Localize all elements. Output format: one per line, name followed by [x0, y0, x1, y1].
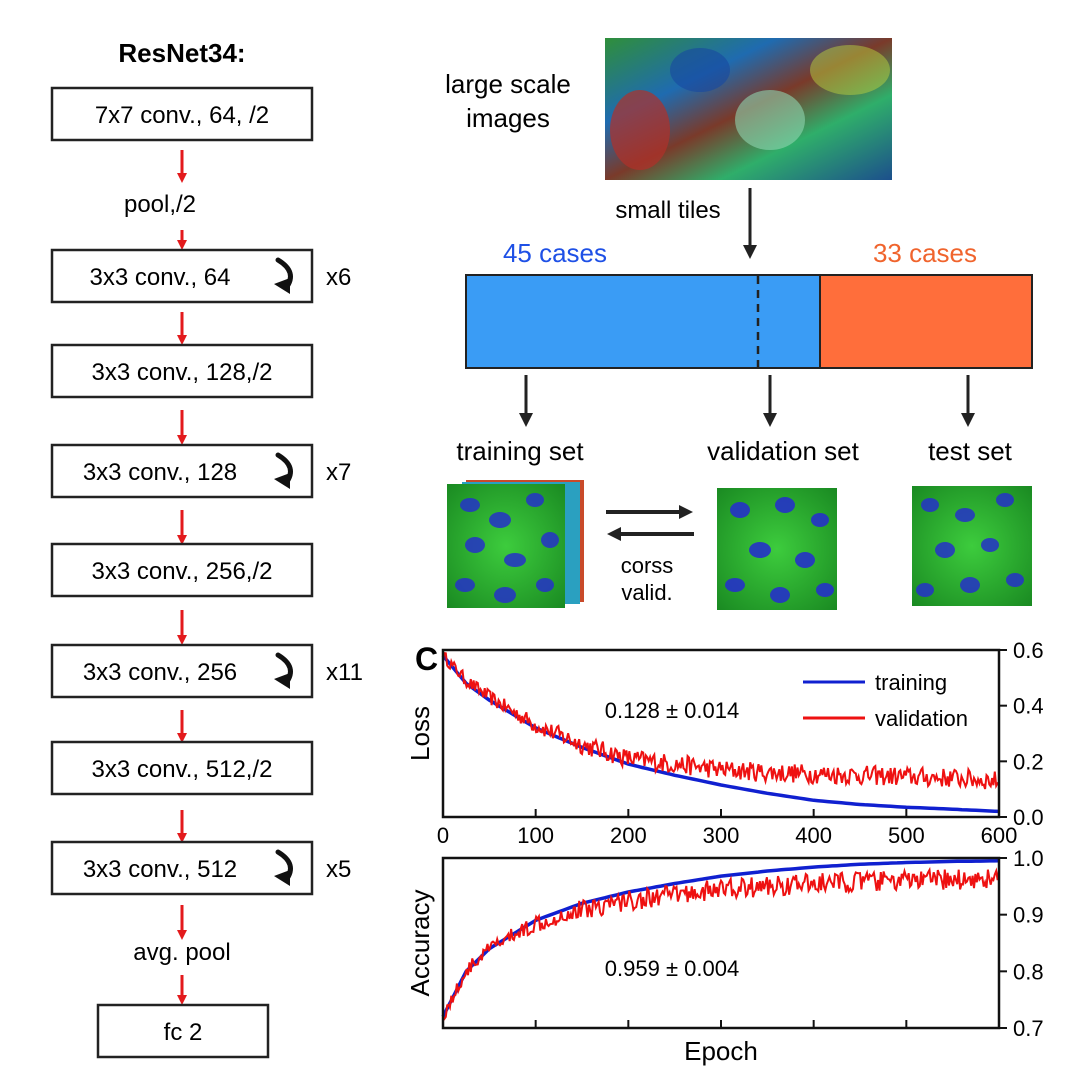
- resnet-repeat-5: x11: [326, 659, 363, 686]
- large-scale-image: [605, 38, 892, 180]
- resnet-block-5: [50, 643, 314, 699]
- resnet-repeat-1: x6: [326, 264, 351, 291]
- loop-arrowhead-icon-3: [274, 473, 290, 489]
- avg-pool-label: avg. pool: [133, 939, 230, 966]
- loop-arrowhead-icon-5: [274, 673, 290, 689]
- resnet-block-label-3: 3x3 conv., 128: [83, 459, 237, 486]
- small-tiles-label: small tiles: [615, 197, 720, 224]
- resnet-block-label-5: 3x3 conv., 256: [83, 659, 237, 686]
- resnet-block-label-8: fc 2: [164, 1019, 203, 1046]
- loss-chart: 0.0 0.2 0.4 0.6 0 100 200 300 400 500 600 Loss 0.128…: [405, 638, 1044, 848]
- x-tick-label: 100: [517, 823, 554, 848]
- legend-label-training: training: [875, 670, 947, 695]
- series-line-validation: [442, 866, 1000, 1021]
- y-tick-label: 0.2: [1013, 749, 1044, 774]
- y-tick-label: 0.6: [1013, 638, 1044, 663]
- pool-label: pool,/2: [124, 191, 196, 218]
- resnet-title: ResNet34:: [118, 38, 245, 68]
- large-images-label-line2: images: [466, 103, 550, 133]
- y-axis-label: Loss: [405, 706, 435, 761]
- training-set-label: training set: [456, 436, 584, 466]
- x-tick-label: 400: [795, 823, 832, 848]
- y-tick-label: 0.7: [1013, 1016, 1044, 1041]
- resnet-block-4: [50, 542, 314, 598]
- y-tick-label: 0.0: [1013, 805, 1044, 830]
- panel-label-c: C: [415, 641, 438, 677]
- resnet-repeat-7: x5: [326, 856, 351, 883]
- resnet-block-label-4: 3x3 conv., 256,/2: [91, 558, 272, 585]
- resnet-repeat-3: x7: [326, 459, 351, 486]
- resnet-block-label-6: 3x3 conv., 512,/2: [91, 756, 272, 783]
- validation-set-label: validation set: [707, 436, 860, 466]
- resnet-block-6: [50, 740, 314, 796]
- x-axis-label: Epoch: [684, 1036, 758, 1066]
- loop-arrowhead-icon-1: [274, 278, 290, 294]
- resnet-block-8: [96, 1003, 270, 1059]
- x-tick-label: 600: [981, 823, 1018, 848]
- validation-tile: [717, 488, 837, 610]
- series-line-validation: [442, 651, 1000, 790]
- resnet-block-1: [50, 248, 314, 304]
- resnet-block-2: [50, 343, 314, 399]
- x-tick-label: 0: [437, 823, 449, 848]
- resnet-block-label-7: 3x3 conv., 512: [83, 856, 237, 883]
- cases-left-label: 45 cases: [503, 238, 607, 268]
- cross-valid-label-line1: corss: [621, 553, 674, 578]
- resnet-block-3: [50, 443, 314, 499]
- cases-right-block: [819, 274, 1033, 369]
- test-set-label: test set: [928, 436, 1013, 466]
- series-line-training: [441, 859, 1000, 1018]
- cases-left-block: [465, 274, 821, 369]
- cases-right-label: 33 cases: [873, 238, 977, 268]
- legend-label-validation: validation: [875, 706, 968, 731]
- cross-valid-label-line2: valid.: [621, 580, 672, 605]
- x-tick-label: 300: [703, 823, 740, 848]
- y-tick-label: 0.9: [1013, 903, 1044, 928]
- test-tile: [912, 486, 1032, 606]
- large-images-label-line1: large scale: [445, 69, 571, 99]
- accuracy-chart: 0.7 0.8 0.9 1.0 Accuracy Epoch 0.959 ± 0.004: [405, 846, 1044, 1066]
- resnet-block-0: [50, 86, 314, 142]
- y-tick-label: 0.8: [1013, 959, 1044, 984]
- resnet-block-label-2: 3x3 conv., 128,/2: [91, 359, 272, 386]
- stat-annotation: 0.128 ± 0.014: [605, 698, 739, 723]
- y-axis-label: Accuracy: [405, 890, 435, 997]
- resnet-block-7: [50, 840, 314, 896]
- resnet-block-label-0: 7x7 conv., 64, /2: [95, 102, 269, 129]
- resnet-blocks: 7x7 conv., 64, /2 3x3 conv., 64 x6 3x3 conv…: [50, 86, 363, 1059]
- x-tick-label: 200: [610, 823, 647, 848]
- stat-annotation: 0.959 ± 0.004: [605, 956, 739, 981]
- y-tick-label: 0.4: [1013, 694, 1044, 719]
- x-tick-label: 500: [888, 823, 925, 848]
- resnet-block-label-1: 3x3 conv., 64: [90, 264, 231, 291]
- loop-arrowhead-icon-7: [274, 870, 290, 886]
- training-tiles: [447, 480, 584, 608]
- y-tick-label: 1.0: [1013, 846, 1044, 871]
